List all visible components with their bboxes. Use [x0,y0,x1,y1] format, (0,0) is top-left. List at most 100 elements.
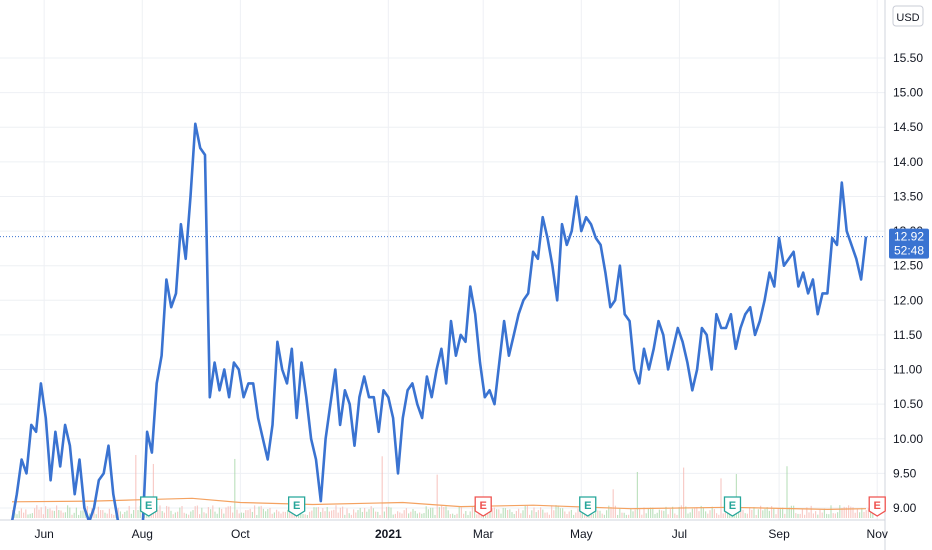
volume-bar [808,512,810,518]
volume-bar [540,507,542,518]
volume-bar [135,454,137,518]
price-tick-label: 12.50 [893,259,923,273]
volume-bar [166,505,168,518]
currency-badge-box[interactable] [892,5,924,27]
earnings-marker-badge[interactable] [474,496,492,517]
currency-badge[interactable]: USD [892,5,924,27]
volume-bar [630,508,632,518]
volume-bar [82,510,84,518]
volume-bar [278,511,280,518]
volume-bar [67,505,69,518]
volume-bar [397,511,399,518]
volume-bar [216,513,218,518]
earnings-marker-badge[interactable] [140,496,158,517]
volume-bar [854,512,856,518]
volume-bar [551,505,553,518]
volume-bar [207,507,209,518]
volume-bar [302,513,304,518]
volume-bar [643,507,645,518]
volume-bar [377,511,379,518]
time-tick-label: May [570,527,593,541]
price-tick-label: 10.50 [893,397,923,411]
volume-bar [735,474,737,518]
volume-bar [513,514,515,518]
price-tick-label: 12.00 [893,293,923,307]
volume-bar [36,505,38,518]
volume-bar [168,506,170,518]
volume-bar [625,514,627,518]
volume-bar [694,508,696,518]
volume-bar [650,507,652,518]
volume-bar [639,509,641,518]
volume-bar [75,507,77,518]
earnings-marker[interactable]: E [868,496,886,517]
volume-bar [579,508,581,518]
volume-bar [304,514,306,518]
volume-bar [634,509,636,518]
volume-bar [18,510,20,518]
earnings-marker[interactable]: E [288,496,306,517]
earnings-marker-badge[interactable] [579,496,597,517]
earnings-marker[interactable]: E [140,496,158,517]
volume-bar [603,514,605,518]
volume-bar [564,511,566,518]
volume-bar [606,510,608,518]
volume-bar [183,512,185,518]
volume-bar [346,508,348,518]
earnings-marker-badge[interactable] [288,496,306,517]
volume-bar [106,513,108,518]
volume-bar [504,508,506,518]
volume-bar [126,510,128,518]
volume-bar [392,514,394,518]
volume-bar [826,513,828,518]
earnings-marker-label: E [145,500,152,512]
volume-bar [746,513,748,518]
earnings-marker[interactable]: E [579,496,597,517]
volume-bar [687,513,689,518]
volume-bar [350,514,352,518]
volume-bar [416,513,418,518]
volume-bar [69,507,71,518]
volume-bar [729,512,731,518]
volume-bar [403,510,405,518]
volume-bar [458,505,460,518]
last-price-tag-box [889,228,929,259]
volume-bar [412,508,414,518]
volume-bar [460,507,462,518]
earnings-marker-badge[interactable] [868,496,886,517]
earnings-marker[interactable]: E [474,496,492,517]
volume-bar [359,507,361,518]
volume-bar [133,510,135,518]
volume-bar [520,513,522,518]
volume-bar [553,510,555,518]
volume-bar [867,508,869,518]
volume-bar [390,507,392,518]
volume-bar [515,510,517,518]
volume-bar [51,510,53,518]
volume-bar [155,508,157,518]
earnings-marker[interactable]: E [723,496,742,517]
volume-bar [161,511,163,518]
volume-bar [117,507,119,518]
volume-bar [225,507,227,518]
volume-bar [205,513,207,518]
volume-bar [474,505,476,518]
volume-bar [432,507,434,518]
volume-bar [328,511,330,518]
volume-bar [108,508,110,518]
volume-bar [353,509,355,518]
volume-bar [157,509,159,518]
volume-bar [313,507,315,518]
volume-bar [364,507,366,518]
volume-bar [559,508,561,518]
time-axis[interactable]: Jun Aug Oct 2021 Mar May Jul Sep Nov [34,527,887,541]
volume-bar [337,512,339,518]
volume-bar [190,511,192,518]
price-axis[interactable]: 9.00 9.50 10.00 10.50 11.00 11.50 12.00 12.50 13… [893,51,923,515]
volume-bar [192,510,194,518]
earnings-marker-badge[interactable] [723,496,742,517]
volume-bar [203,512,205,518]
volume-bar [837,512,839,518]
